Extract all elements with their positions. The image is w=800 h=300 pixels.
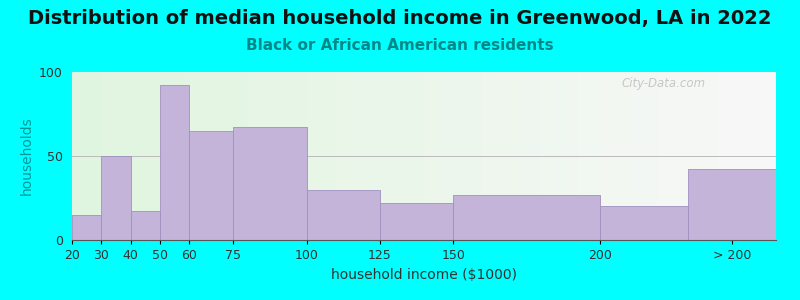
Bar [380, 203, 454, 240]
Bar [102, 156, 130, 240]
Bar [454, 195, 600, 240]
Bar [160, 85, 190, 240]
X-axis label: household income ($1000): household income ($1000) [331, 268, 517, 282]
Bar [234, 128, 306, 240]
Text: City-Data.com: City-Data.com [621, 77, 706, 90]
Y-axis label: households: households [19, 117, 34, 195]
Text: Black or African American residents: Black or African American residents [246, 38, 554, 52]
Text: Distribution of median household income in Greenwood, LA in 2022: Distribution of median household income … [28, 9, 772, 28]
Bar [688, 169, 776, 240]
Bar [72, 215, 102, 240]
Bar [600, 206, 688, 240]
Bar [306, 190, 380, 240]
Bar [190, 131, 234, 240]
Bar [130, 212, 160, 240]
